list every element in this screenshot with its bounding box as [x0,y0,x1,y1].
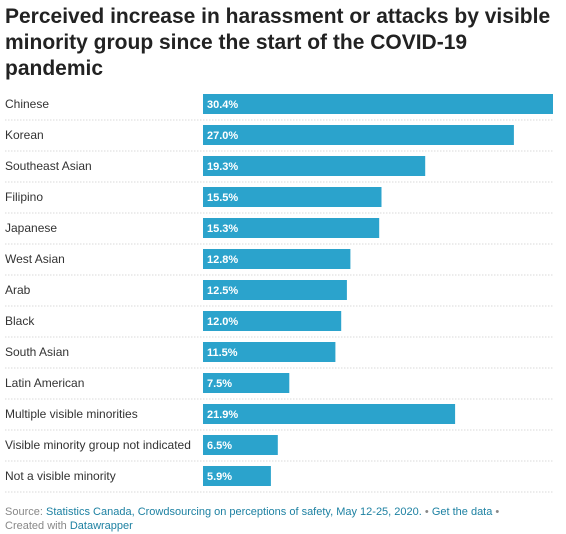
category-label: Arab [5,283,31,297]
value-label: 30.4% [207,99,238,111]
bar [203,280,347,300]
footer-separator: • [424,506,429,518]
category-label: Filipino [5,190,43,204]
bar [203,373,290,393]
value-label: 21.9% [207,409,238,421]
value-label: 11.5% [207,347,238,359]
created-with-prefix: Created with [5,520,67,532]
datawrapper-link[interactable]: Datawrapper [69,520,133,532]
bar [203,156,426,176]
footer-separator: • [495,506,500,518]
chart-title: Perceived increase in harassment or atta… [5,5,551,80]
value-label: 19.3% [207,161,238,173]
category-label: South Asian [5,345,69,359]
category-label: Korean [5,128,44,142]
get-data-link[interactable]: Get the data [431,506,493,518]
category-label: Chinese [5,97,49,111]
value-label: 6.5% [207,440,232,452]
value-label: 27.0% [207,130,238,142]
bar [203,466,271,486]
bar [203,435,278,455]
bar [203,94,553,114]
value-label: 7.5% [207,378,232,390]
bar [203,218,380,238]
value-label: 15.3% [207,223,238,235]
category-label: Visible minority group not indicated [5,438,191,452]
credit-line: Created with Datawrapper [5,519,499,533]
value-label: 15.5% [207,192,238,204]
category-label: Southeast Asian [5,159,92,173]
bar [203,187,382,207]
source-line: Source: Statistics Canada, Crowdsourcing… [5,505,499,519]
category-label: West Asian [5,252,65,266]
category-label: Japanese [5,221,57,235]
category-label: Latin American [5,376,84,390]
bar [203,311,342,331]
category-label: Not a visible minority [5,469,116,483]
bar [203,125,514,145]
value-label: 12.8% [207,254,238,266]
bar [203,249,351,269]
category-label: Multiple visible minorities [5,407,138,421]
source-link[interactable]: Statistics Canada, Crowdsourcing on perc… [45,506,422,518]
value-label: 12.0% [207,316,238,328]
bar [203,342,336,362]
bar-chart: Chinese 30.4% Korean 27.0% Southeast Asian 19… [5,94,553,493]
value-label: 12.5% [207,285,238,297]
source-prefix: Source: [5,506,43,518]
bar [203,404,456,424]
chart-footer: Source: Statistics Canada, Crowdsourcing… [5,505,499,533]
value-label: 5.9% [207,471,232,483]
category-label: Black [5,314,35,328]
